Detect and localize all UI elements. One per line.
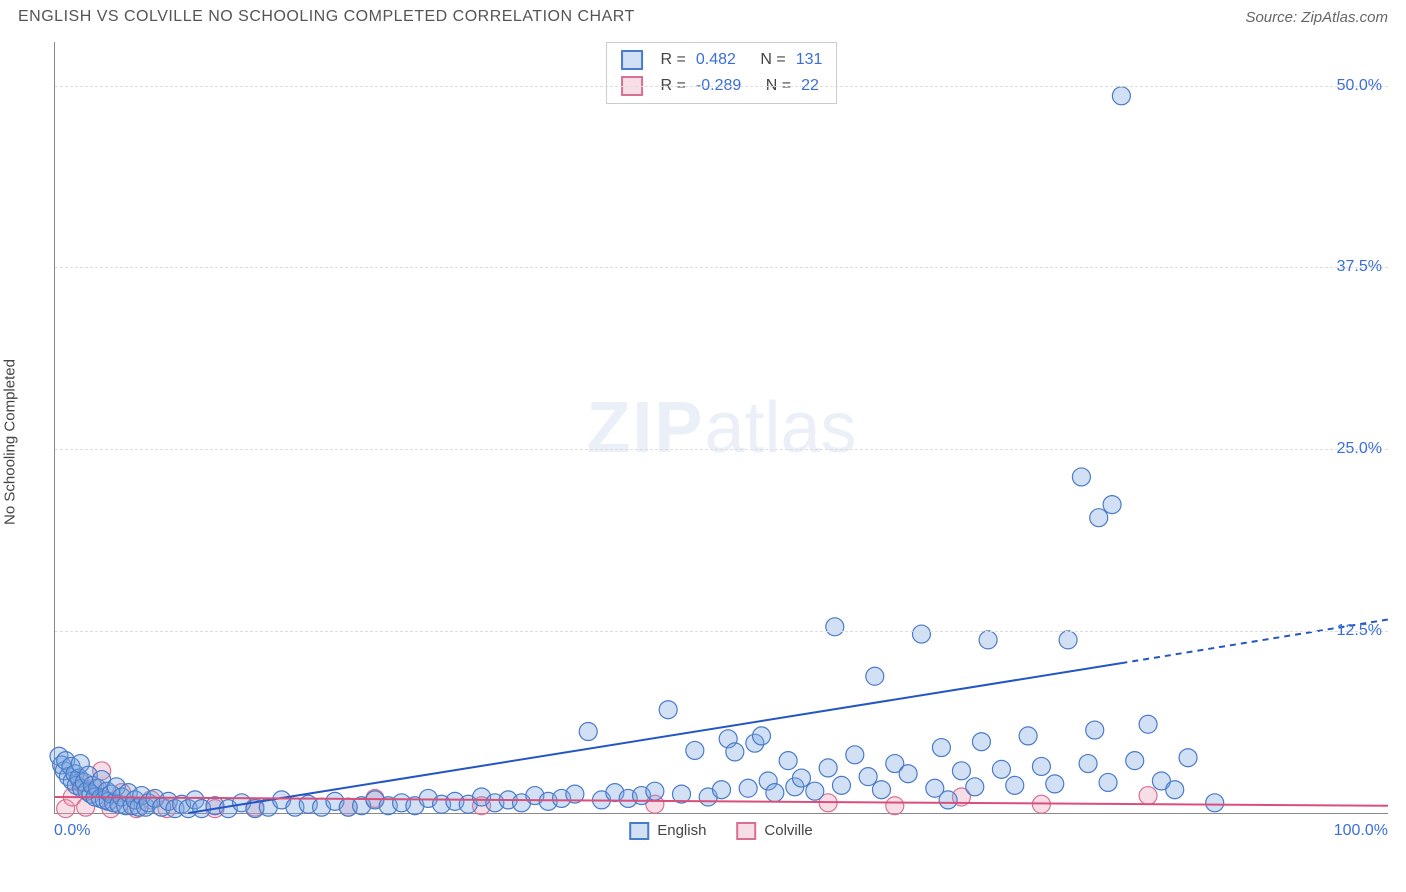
y-tick-label: 12.5%	[1337, 622, 1382, 640]
data-point	[1019, 727, 1037, 745]
y-tick-label: 25.0%	[1337, 440, 1382, 458]
data-point	[1006, 776, 1024, 794]
stats-row-english: R = 0.482 N = 131	[621, 47, 823, 73]
data-point	[739, 779, 757, 797]
data-point	[819, 759, 837, 777]
data-point	[1032, 757, 1050, 775]
data-point	[659, 701, 677, 719]
data-point	[979, 631, 997, 649]
data-point	[866, 667, 884, 685]
gridline	[55, 267, 1388, 268]
data-point	[1126, 752, 1144, 770]
stats-legend-box: R = 0.482 N = 131 R = -0.289 N = 22	[606, 42, 838, 104]
x-min-label: 0.0%	[54, 822, 90, 840]
data-point	[792, 769, 810, 787]
data-point	[646, 782, 664, 800]
data-point	[779, 752, 797, 770]
data-point	[1079, 755, 1097, 773]
data-point	[713, 781, 731, 799]
data-point	[826, 618, 844, 636]
data-point	[872, 781, 890, 799]
x-axis-labels: 0.0% English Colville 100.0%	[54, 816, 1388, 844]
legend-item-colville: Colville	[736, 822, 812, 840]
data-point	[1086, 721, 1104, 739]
data-point	[1099, 773, 1117, 791]
data-point	[752, 727, 770, 745]
data-point	[899, 765, 917, 783]
data-point	[886, 797, 904, 815]
data-point	[1166, 781, 1184, 799]
plot-svg	[55, 42, 1388, 813]
y-tick-label: 37.5%	[1337, 258, 1382, 276]
n-label: N =	[760, 47, 785, 73]
data-point	[766, 784, 784, 802]
data-point	[952, 762, 970, 780]
plot-region: ZIPatlas R = 0.482 N = 131 R = -0.289 N …	[54, 42, 1388, 814]
data-point	[1179, 749, 1197, 767]
legend-item-english: English	[629, 822, 706, 840]
swatch-colville	[736, 822, 756, 840]
data-point	[992, 760, 1010, 778]
data-point	[972, 733, 990, 751]
data-point	[726, 743, 744, 761]
chart-area: No Schooling Completed ZIPatlas R = 0.48…	[18, 42, 1388, 842]
chart-source: Source: ZipAtlas.com	[1245, 9, 1388, 26]
x-max-label: 100.0%	[1334, 822, 1388, 840]
data-point	[1139, 787, 1157, 805]
y-tick-label: 50.0%	[1337, 77, 1382, 95]
gridline	[55, 449, 1388, 450]
data-point	[686, 741, 704, 759]
data-point	[1090, 509, 1108, 527]
data-point	[832, 776, 850, 794]
chart-header: ENGLISH VS COLVILLE NO SCHOOLING COMPLET…	[0, 0, 1406, 32]
chart-title: ENGLISH VS COLVILLE NO SCHOOLING COMPLET…	[18, 8, 635, 26]
bottom-legend: English Colville	[629, 822, 813, 840]
data-point	[1206, 794, 1224, 812]
data-point	[859, 768, 877, 786]
r-label: R =	[661, 47, 686, 73]
y-axis-label: No Schooling Completed	[2, 359, 19, 525]
data-point	[1112, 87, 1130, 105]
data-point	[1046, 775, 1064, 793]
data-point	[1059, 631, 1077, 649]
data-point	[912, 625, 930, 643]
data-point	[939, 791, 957, 809]
data-point	[966, 778, 984, 796]
data-point	[1139, 715, 1157, 733]
data-point	[932, 739, 950, 757]
data-point	[1072, 468, 1090, 486]
gridline	[55, 631, 1388, 632]
data-point	[1103, 496, 1121, 514]
r-value-english: 0.482	[696, 47, 736, 73]
data-point	[579, 723, 597, 741]
legend-label-english: English	[657, 822, 706, 839]
gridline	[55, 86, 1388, 87]
data-point	[846, 746, 864, 764]
n-value-english: 131	[796, 47, 823, 73]
swatch-english	[621, 50, 643, 70]
swatch-english	[629, 822, 649, 840]
legend-label-colville: Colville	[764, 822, 812, 839]
data-point	[806, 782, 824, 800]
